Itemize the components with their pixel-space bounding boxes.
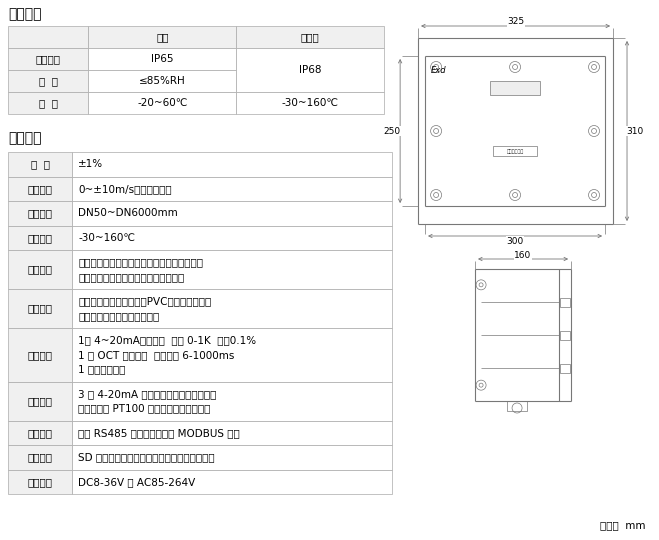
Bar <box>72 250 392 289</box>
Text: 精  度: 精 度 <box>31 159 49 169</box>
Text: SD 卡定时存储设定的参数及测量结果（选配）: SD 卡定时存储设定的参数及测量结果（选配） <box>78 453 215 462</box>
Bar <box>72 177 392 201</box>
Text: 工作环境: 工作环境 <box>8 7 42 21</box>
Bar <box>8 445 72 469</box>
Bar <box>8 469 72 494</box>
Bar <box>8 201 72 226</box>
Bar <box>8 48 88 70</box>
Bar <box>88 48 237 70</box>
Text: 1 路继电器输出: 1 路继电器输出 <box>78 364 126 374</box>
Bar <box>8 70 88 92</box>
Text: IP68: IP68 <box>299 65 322 75</box>
Bar <box>72 328 392 381</box>
Text: DC8-36V 或 AC85-264V: DC8-36V 或 AC85-264V <box>78 477 196 487</box>
Bar <box>237 48 384 92</box>
Text: 310: 310 <box>627 126 644 136</box>
Text: 管道口径: 管道口径 <box>28 208 53 218</box>
Text: 主机: 主机 <box>156 32 169 42</box>
Bar <box>237 26 384 48</box>
Bar <box>507 401 527 411</box>
Text: 管道材质: 管道材质 <box>28 303 53 314</box>
Text: -30~160℃: -30~160℃ <box>281 98 339 108</box>
Bar <box>72 226 392 250</box>
Bar <box>8 328 72 381</box>
Bar <box>560 363 570 373</box>
Text: Exd: Exd <box>431 66 447 75</box>
Bar <box>493 146 537 156</box>
Text: 流速范围: 流速范围 <box>28 184 53 194</box>
Bar <box>72 469 392 494</box>
Text: 信号输入: 信号输入 <box>28 396 53 406</box>
Bar <box>72 289 392 328</box>
Text: 广晴联电仪表: 广晴联电仪表 <box>507 148 524 153</box>
Text: 0~±10m/s，正反向测量: 0~±10m/s，正反向测量 <box>78 184 172 194</box>
Text: 钢、不锈钢、铸铁、铜、PVC、铝、玻璃钢等: 钢、不锈钢、铸铁、铜、PVC、铝、玻璃钢等 <box>78 296 212 306</box>
Bar <box>72 421 392 445</box>
Text: 油类等能传导超声波的单一均匀液体。: 油类等能传导超声波的单一均匀液体。 <box>78 272 185 282</box>
Text: ±1%: ±1% <box>78 159 103 169</box>
Bar <box>72 381 392 421</box>
Text: 325: 325 <box>507 17 524 26</box>
Text: 流体种类: 流体种类 <box>28 265 53 274</box>
Text: -30~160℃: -30~160℃ <box>78 233 135 243</box>
Bar <box>8 177 72 201</box>
Text: 湿  度: 湿 度 <box>39 76 58 86</box>
Bar <box>8 289 72 328</box>
Bar <box>88 26 237 48</box>
Text: 流体温度: 流体温度 <box>28 233 53 243</box>
Text: 250: 250 <box>384 126 401 136</box>
Text: 1路 4~20mA电流输出  阻抗 0-1K  精度0.1%: 1路 4~20mA电流输出 阻抗 0-1K 精度0.1% <box>78 335 256 345</box>
Bar <box>560 330 570 340</box>
Text: 防护等级: 防护等级 <box>36 54 61 64</box>
Text: ≤85%RH: ≤85%RH <box>139 76 186 86</box>
Bar <box>8 381 72 421</box>
Text: 水、海水、污水、酸碱液、酒精、啤酒、各类: 水、海水、污水、酸碱液、酒精、啤酒、各类 <box>78 257 204 267</box>
Bar <box>8 92 88 114</box>
Bar <box>8 226 72 250</box>
Text: 通信接口: 通信接口 <box>28 428 53 438</box>
Text: -20~60℃: -20~60℃ <box>137 98 188 108</box>
Text: DN50~DN6000mm: DN50~DN6000mm <box>78 208 178 218</box>
Text: 信号输出: 信号输出 <box>28 350 53 360</box>
Bar <box>88 70 237 92</box>
Bar <box>8 152 72 177</box>
Bar <box>8 26 88 48</box>
Text: 基本参数: 基本参数 <box>8 131 42 145</box>
Bar <box>490 81 540 95</box>
Bar <box>560 298 570 307</box>
Text: 温  度: 温 度 <box>39 98 58 108</box>
Text: 1 路 OCT 脉冲输出  脉冲宽度 6-1000ms: 1 路 OCT 脉冲输出 脉冲宽度 6-1000ms <box>78 350 235 360</box>
Bar <box>72 445 392 469</box>
Bar <box>237 92 384 114</box>
Text: 数据存储: 数据存储 <box>28 453 53 462</box>
Text: 3 路 4-20mA 电流输入，可做数据采集器: 3 路 4-20mA 电流输入，可做数据采集器 <box>78 389 217 399</box>
Text: 传感器: 传感器 <box>301 32 320 42</box>
Bar <box>72 152 392 177</box>
Bar <box>8 250 72 289</box>
Bar <box>88 92 237 114</box>
Text: 供电方式: 供电方式 <box>28 477 53 487</box>
Bar <box>72 201 392 226</box>
Bar <box>8 421 72 445</box>
Text: 隔离 RS485 串行接口，支持 MODBUS 协议: 隔离 RS485 串行接口，支持 MODBUS 协议 <box>78 428 240 438</box>
Text: 一切质密的管道，允许有衬里: 一切质密的管道，允许有衬里 <box>78 310 159 321</box>
Text: 单位：  mm: 单位： mm <box>600 520 645 530</box>
Text: 连接三线制 PT100 铂电阻，实现热量测量: 连接三线制 PT100 铂电阻，实现热量测量 <box>78 403 211 413</box>
Text: IP65: IP65 <box>151 54 173 64</box>
Text: 300: 300 <box>507 237 524 246</box>
Text: 160: 160 <box>515 251 532 260</box>
